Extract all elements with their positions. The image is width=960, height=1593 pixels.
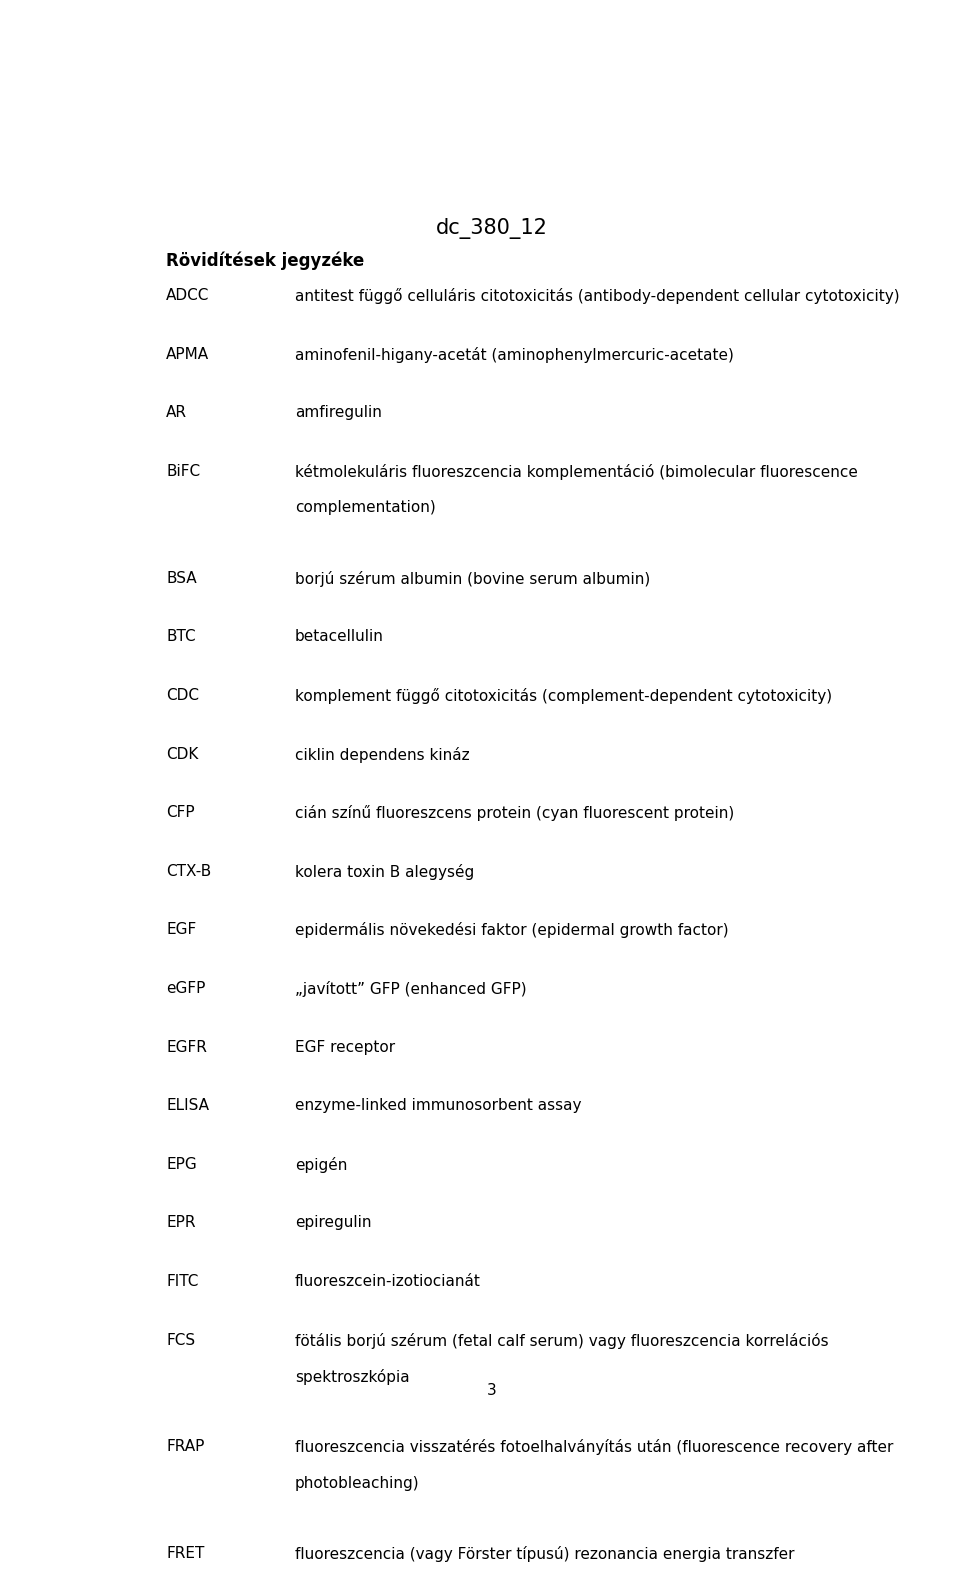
Text: CDC: CDC bbox=[166, 688, 199, 703]
Text: ELISA: ELISA bbox=[166, 1098, 209, 1114]
Text: BiFC: BiFC bbox=[166, 464, 201, 479]
Text: cián színű fluoreszcens protein (cyan fluorescent protein): cián színű fluoreszcens protein (cyan fl… bbox=[295, 804, 734, 820]
Text: CFP: CFP bbox=[166, 804, 195, 820]
Text: ADCC: ADCC bbox=[166, 288, 209, 303]
Text: 3: 3 bbox=[487, 1383, 497, 1399]
Text: EGF receptor: EGF receptor bbox=[295, 1040, 395, 1055]
Text: epidermális növekedési faktor (epidermal growth factor): epidermális növekedési faktor (epidermal… bbox=[295, 922, 729, 938]
Text: fluoreszcencia visszatérés fotoelhalványítás után (fluorescence recovery after: fluoreszcencia visszatérés fotoelhalvány… bbox=[295, 1440, 893, 1456]
Text: aminofenil-higany-acetát (aminophenylmercuric-acetate): aminofenil-higany-acetát (aminophenylmer… bbox=[295, 347, 733, 363]
Text: dc_380_12: dc_380_12 bbox=[436, 218, 548, 239]
Text: antitest függő celluláris citotoxicitás (antibody-dependent cellular cytotoxicit: antitest függő celluláris citotoxicitás … bbox=[295, 288, 900, 304]
Text: EGF: EGF bbox=[166, 922, 197, 937]
Text: spektroszkópia: spektroszkópia bbox=[295, 1368, 410, 1384]
Text: betacellulin: betacellulin bbox=[295, 629, 384, 644]
Text: CTX-B: CTX-B bbox=[166, 863, 211, 879]
Text: CDK: CDK bbox=[166, 747, 199, 761]
Text: Rövidítések jegyzéke: Rövidítések jegyzéke bbox=[166, 252, 365, 269]
Text: BTC: BTC bbox=[166, 629, 196, 644]
Text: EGFR: EGFR bbox=[166, 1040, 207, 1055]
Text: borjú szérum albumin (bovine serum albumin): borjú szérum albumin (bovine serum album… bbox=[295, 570, 650, 586]
Text: FCS: FCS bbox=[166, 1333, 195, 1348]
Text: fluoreszcencia (vagy Förster típusú) rezonancia energia transzfer: fluoreszcencia (vagy Förster típusú) rez… bbox=[295, 1547, 794, 1563]
Text: enzyme-linked immunosorbent assay: enzyme-linked immunosorbent assay bbox=[295, 1098, 582, 1114]
Text: complementation): complementation) bbox=[295, 500, 436, 515]
Text: eGFP: eGFP bbox=[166, 981, 205, 996]
Text: kétmolekuláris fluoreszcencia komplementáció (bimolecular fluorescence: kétmolekuláris fluoreszcencia komplement… bbox=[295, 464, 857, 479]
Text: FRET: FRET bbox=[166, 1547, 204, 1561]
Text: kolera toxin B alegység: kolera toxin B alegység bbox=[295, 863, 474, 879]
Text: ciklin dependens kináz: ciklin dependens kináz bbox=[295, 747, 469, 763]
Text: FITC: FITC bbox=[166, 1274, 199, 1289]
Text: EPR: EPR bbox=[166, 1215, 196, 1230]
Text: photobleaching): photobleaching) bbox=[295, 1475, 420, 1491]
Text: epiregulin: epiregulin bbox=[295, 1215, 372, 1230]
Text: APMA: APMA bbox=[166, 347, 209, 362]
Text: fötális borjú szérum (fetal calf serum) vagy fluoreszcencia korrelációs: fötális borjú szérum (fetal calf serum) … bbox=[295, 1333, 828, 1349]
Text: FRAP: FRAP bbox=[166, 1440, 204, 1454]
Text: komplement függő citotoxicitás (complement-dependent cytotoxicity): komplement függő citotoxicitás (compleme… bbox=[295, 688, 832, 704]
Text: EPG: EPG bbox=[166, 1157, 197, 1172]
Text: „javított” GFP (enhanced GFP): „javított” GFP (enhanced GFP) bbox=[295, 981, 526, 997]
Text: amfiregulin: amfiregulin bbox=[295, 405, 382, 421]
Text: fluoreszcein-izotiocianát: fluoreszcein-izotiocianát bbox=[295, 1274, 481, 1289]
Text: BSA: BSA bbox=[166, 570, 197, 586]
Text: epigén: epigén bbox=[295, 1157, 348, 1172]
Text: AR: AR bbox=[166, 405, 187, 421]
